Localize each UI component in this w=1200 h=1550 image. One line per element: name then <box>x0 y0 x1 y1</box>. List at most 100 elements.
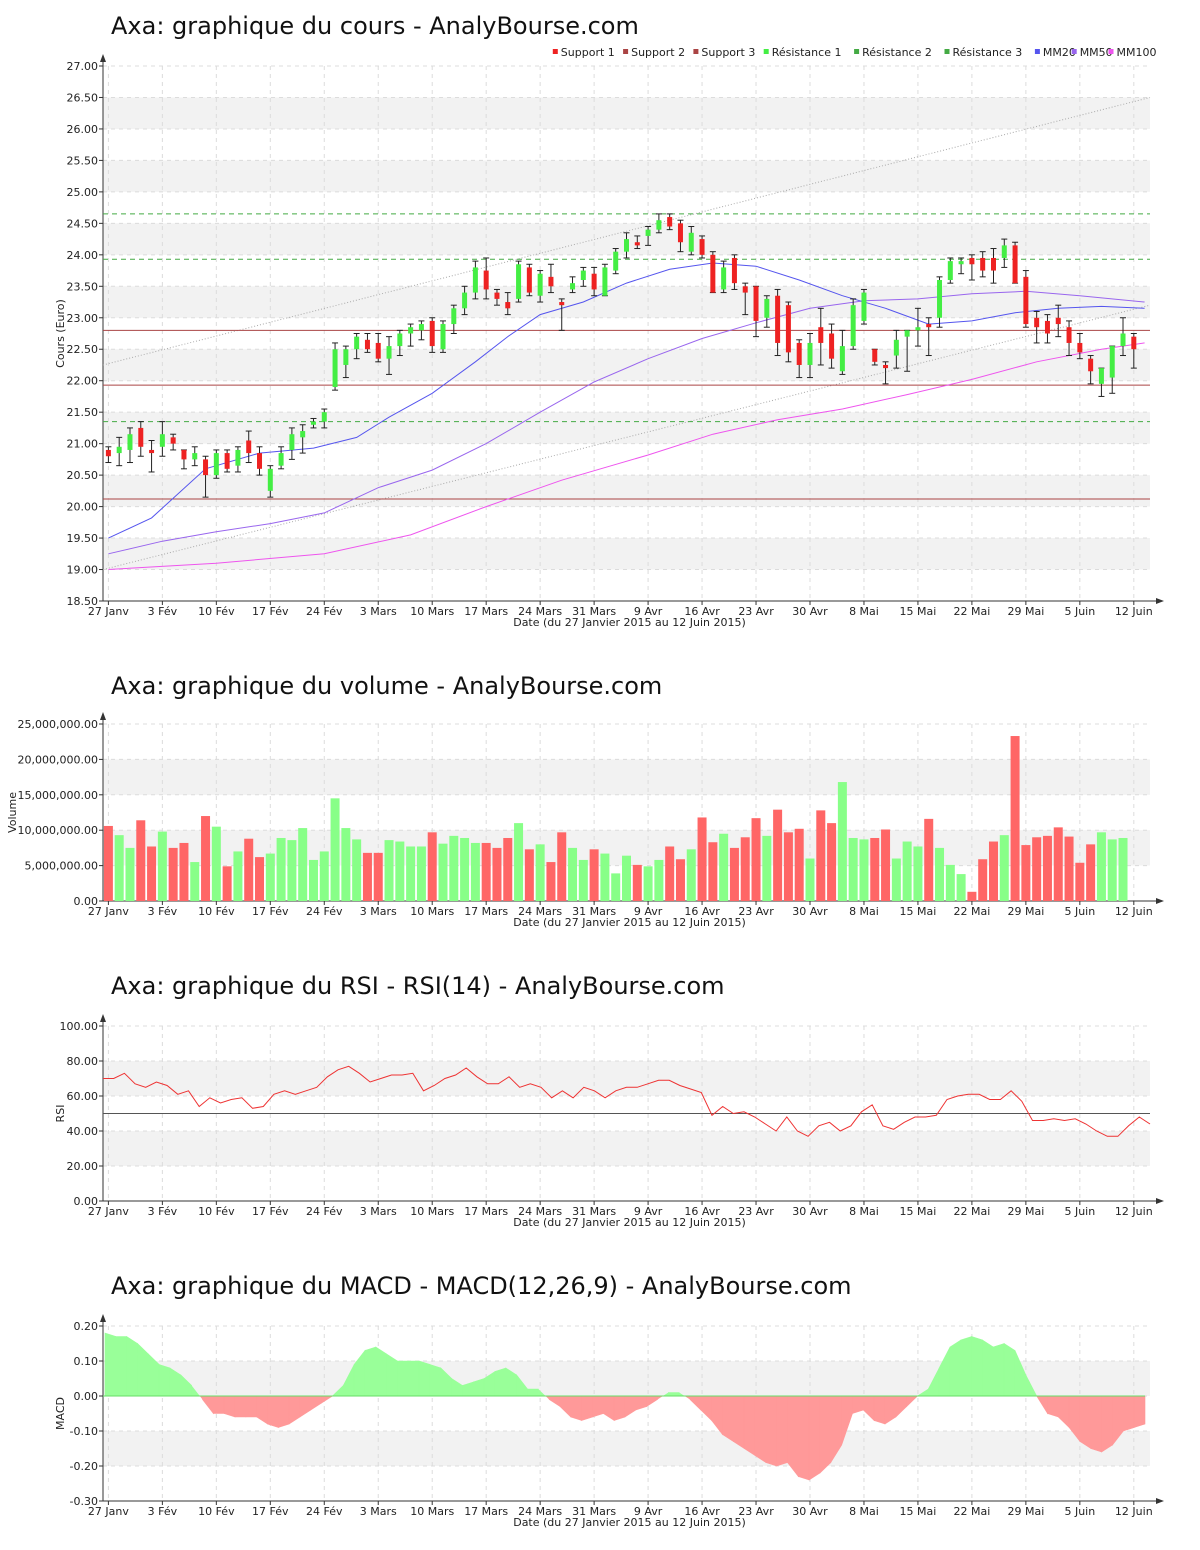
macd-xtick-label: 31 Mars <box>572 1505 616 1518</box>
price-xtick-label: 29 Mai <box>1007 605 1044 618</box>
price-xtick-label: 17 Fév <box>252 605 289 618</box>
candle-body <box>1109 346 1115 378</box>
macd-xtick-label: 17 Mars <box>464 1505 508 1518</box>
candle-body <box>440 324 446 350</box>
volume-bar <box>287 840 297 901</box>
volume-bar <box>643 866 653 901</box>
volume-panel: Axa: graphique du volume - AnalyBourse.c… <box>0 660 1200 940</box>
volume-bar <box>988 841 998 901</box>
macd-area-segment <box>288 1395 301 1425</box>
volume-bar <box>1118 837 1128 901</box>
price-x-axis-arrow <box>1156 598 1164 604</box>
macd-area-segment <box>429 1364 442 1397</box>
macd-area-segment <box>1047 1395 1059 1418</box>
price-chart: 18.50 19.00 19.50 20.00 20.50 21.00 21.50 22.00… <box>54 46 1164 629</box>
volume-bar <box>622 855 631 901</box>
macd-area-segment <box>245 1395 257 1418</box>
candle-body <box>364 339 370 350</box>
candle-body <box>181 449 187 460</box>
volume-bar <box>103 825 113 901</box>
volume-bar <box>514 823 524 901</box>
macd-area-segment <box>223 1395 236 1418</box>
candle-body <box>947 261 953 280</box>
volume-bar <box>956 874 966 901</box>
price-ytick-label: 26.00 <box>67 123 99 136</box>
macd-area-segment <box>662 1392 669 1396</box>
candle-body <box>105 449 111 457</box>
macd-area-segment <box>148 1353 160 1397</box>
volume-bar <box>190 862 200 901</box>
legend-swatch <box>552 49 558 54</box>
macd-area-segment <box>787 1395 799 1478</box>
candle-body <box>116 446 122 454</box>
legend-item: Support 3 <box>701 46 755 59</box>
legend-item: Résistance 3 <box>953 46 1023 59</box>
price-ytick-label: 24.50 <box>67 217 99 230</box>
volume-xtick-label: 10 Fév <box>198 905 235 918</box>
macd-area-segment <box>657 1396 663 1400</box>
volume-bar <box>157 831 167 901</box>
volume-y-label: Volume <box>6 792 19 833</box>
volume-bar <box>114 835 124 901</box>
price-xtick-label: 17 Mars <box>464 605 508 618</box>
candle-body <box>559 302 565 306</box>
macd-area-segment <box>684 1396 690 1400</box>
volume-bar <box>535 844 545 901</box>
price-ytick-label: 18.50 <box>67 595 99 608</box>
candle-body <box>1034 317 1040 328</box>
candle-body <box>893 339 899 356</box>
macd-xtick-label: 15 Mai <box>900 1505 937 1518</box>
macd-area-segment <box>1090 1395 1102 1453</box>
volume-bar <box>665 846 675 901</box>
volume-bar <box>1107 839 1117 901</box>
volume-bar <box>902 841 912 901</box>
candle-body <box>570 283 576 290</box>
macd-area-segment <box>213 1395 225 1414</box>
legend-swatch <box>763 49 769 54</box>
volume-bar <box>211 826 221 901</box>
rsi-xtick-label: 10 Mars <box>410 1205 454 1218</box>
volume-ytick-label: 5,000,000.00 <box>25 860 98 873</box>
candle-body <box>710 254 716 293</box>
rsi-xtick-label: 10 Fév <box>198 1205 235 1218</box>
macd-area-segment <box>776 1395 788 1467</box>
candle-body <box>462 292 468 309</box>
price-xtick-label: 3 Fév <box>148 605 178 618</box>
macd-xtick-label: 17 Fév <box>252 1505 289 1518</box>
macd-area-segment <box>126 1335 138 1397</box>
price-band <box>103 160 1150 192</box>
rsi-ytick-label: 20.00 <box>67 1160 99 1173</box>
candle-body <box>1023 276 1029 325</box>
legend-item: MM20 <box>1043 46 1076 59</box>
macd-area-segment <box>527 1388 539 1397</box>
candle-body <box>321 412 327 422</box>
candle-body <box>807 342 813 365</box>
macd-area-segment <box>191 1385 200 1396</box>
volume-bar <box>147 846 157 901</box>
macd-band <box>103 1431 1150 1466</box>
volume-xtick-label: 10 Mars <box>410 905 454 918</box>
candle-body <box>1131 336 1137 350</box>
macd-area-segment <box>689 1395 702 1411</box>
legend-item: MM50 <box>1080 46 1113 59</box>
macd-area-segment <box>1079 1395 1092 1450</box>
volume-xtick-label: 12 Juin <box>1115 905 1153 918</box>
volume-bar <box>341 828 351 901</box>
candle-body <box>1098 368 1104 384</box>
price-ytick-label: 26.50 <box>67 91 99 104</box>
candle-body <box>904 330 910 337</box>
legend-swatch <box>1071 49 1077 54</box>
price-band <box>103 412 1150 444</box>
macd-area-segment <box>234 1395 247 1418</box>
macd-area-segment <box>299 1395 312 1418</box>
rsi-ytick-label: 40.00 <box>67 1125 99 1138</box>
candle-body <box>764 298 770 318</box>
macd-area-segment <box>863 1395 875 1422</box>
volume-bar <box>125 847 135 901</box>
volume-xtick-label: 9 Avr <box>634 905 663 918</box>
volume-xtick-label: 27 Janv <box>88 905 129 918</box>
price-xtick-label: 10 Mars <box>410 605 454 618</box>
volume-bar <box>999 835 1009 901</box>
volume-bar <box>1053 827 1063 901</box>
price-xtick-label: 8 Mai <box>849 605 879 618</box>
